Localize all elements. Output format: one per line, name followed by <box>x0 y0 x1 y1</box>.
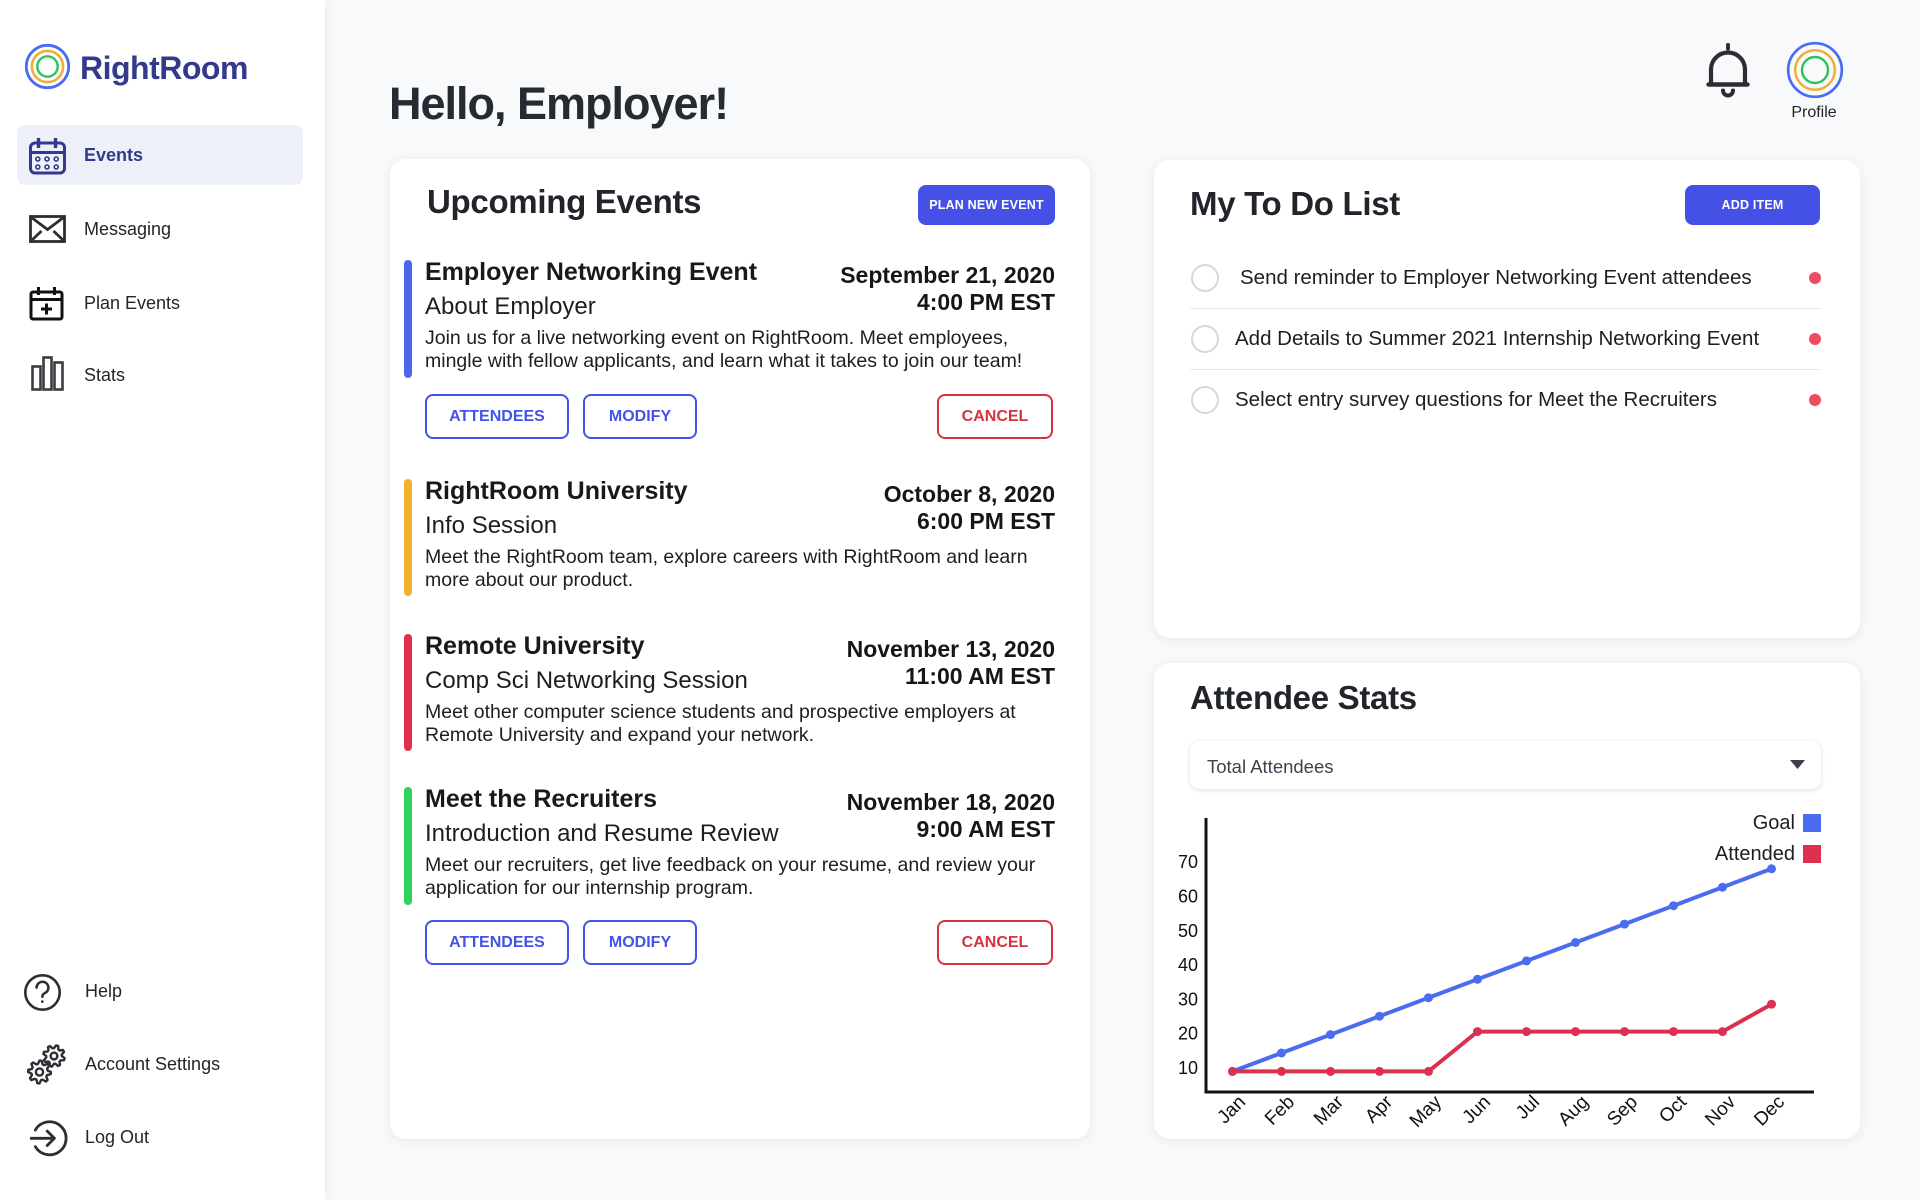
svg-text:70: 70 <box>1178 852 1198 872</box>
svg-text:60: 60 <box>1178 887 1198 907</box>
svg-text:Jun: Jun <box>1459 1092 1496 1129</box>
svg-text:50: 50 <box>1178 921 1198 941</box>
svg-text:10: 10 <box>1178 1058 1198 1078</box>
svg-text:Sep: Sep <box>1603 1092 1642 1131</box>
svg-text:Oct: Oct <box>1655 1091 1691 1127</box>
svg-text:May: May <box>1406 1091 1447 1132</box>
svg-text:Apr: Apr <box>1361 1091 1397 1127</box>
svg-text:Dec: Dec <box>1750 1092 1789 1131</box>
svg-text:Mar: Mar <box>1310 1091 1348 1129</box>
svg-text:Aug: Aug <box>1554 1092 1593 1131</box>
svg-text:40: 40 <box>1178 955 1198 975</box>
svg-text:Nov: Nov <box>1701 1091 1740 1130</box>
svg-text:20: 20 <box>1178 1024 1198 1044</box>
svg-text:Jul: Jul <box>1512 1092 1544 1124</box>
svg-text:30: 30 <box>1178 989 1198 1009</box>
svg-text:Feb: Feb <box>1261 1092 1299 1130</box>
svg-text:Jan: Jan <box>1214 1092 1251 1129</box>
